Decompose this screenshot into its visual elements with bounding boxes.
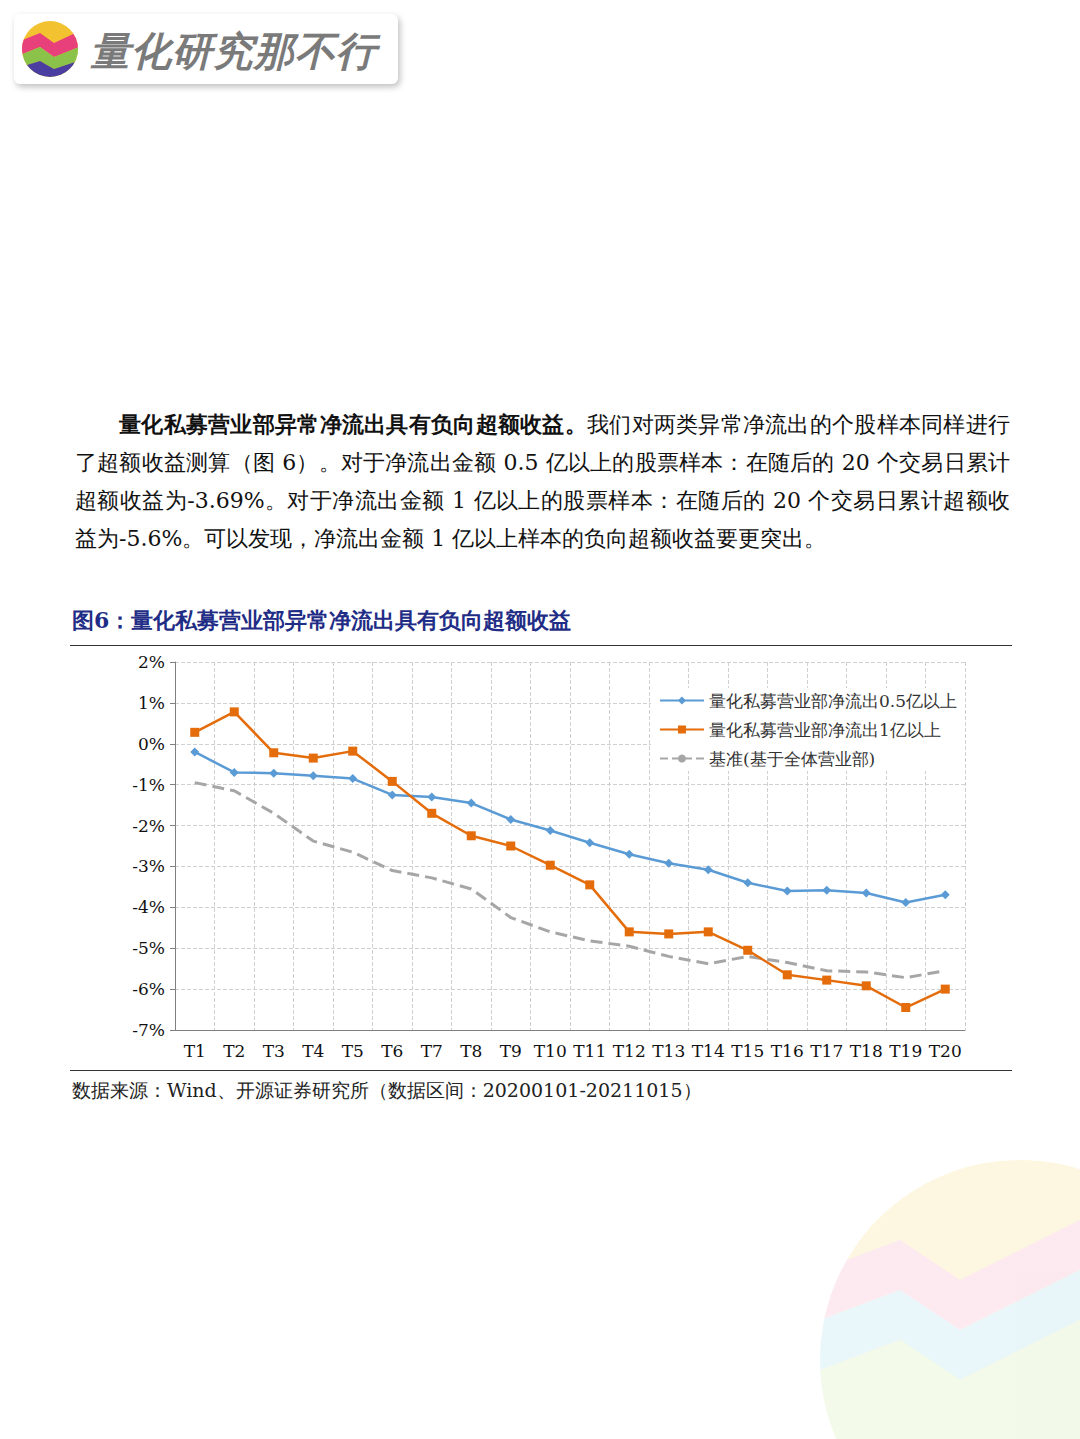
html-text:图6：量化私募营业部异常净流出具有负向超额收益: 图6：量化私募营业部异常净流出具有负向超额收益: [72, 607, 572, 633]
svg-text:T17: T17: [810, 1041, 843, 1061]
svg-text:T14: T14: [692, 1041, 725, 1061]
svg-text:T18: T18: [850, 1041, 883, 1061]
svg-text:T9: T9: [500, 1041, 522, 1061]
svg-text:2%: 2%: [138, 652, 165, 672]
svg-text:量化私募营业部净流出1亿以上: 量化私募营业部净流出1亿以上: [709, 720, 941, 740]
svg-text:T2: T2: [223, 1041, 245, 1061]
svg-text:T1: T1: [184, 1041, 206, 1061]
svg-text:-4%: -4%: [132, 897, 165, 917]
svg-text:T19: T19: [889, 1041, 922, 1061]
svg-text:T6: T6: [381, 1041, 403, 1061]
svg-text:1%: 1%: [138, 693, 165, 713]
svg-text:T7: T7: [421, 1041, 443, 1061]
svg-text:T15: T15: [731, 1041, 764, 1061]
svg-text:T10: T10: [534, 1041, 567, 1061]
svg-text:T3: T3: [263, 1041, 285, 1061]
svg-text:-3%: -3%: [132, 856, 165, 876]
html-text:数据来源：Wind、开源证券研究所（数据区间：2020010: 数据来源：Wind、开源证券研究所（数据区间：20200101-20211015…: [72, 1079, 702, 1101]
svg-text:T16: T16: [771, 1041, 804, 1061]
svg-text:T5: T5: [342, 1041, 364, 1061]
svg-text:T11: T11: [573, 1041, 606, 1061]
svg-text:0%: 0%: [138, 734, 165, 754]
svg-text:T12: T12: [613, 1041, 646, 1061]
svg-text:T20: T20: [929, 1041, 962, 1061]
svg-text:-1%: -1%: [132, 775, 165, 795]
svg-text:-5%: -5%: [132, 938, 165, 958]
svg-text:-7%: -7%: [132, 1020, 165, 1040]
svg-text:T4: T4: [302, 1041, 324, 1061]
svg-text:T13: T13: [652, 1041, 685, 1061]
svg-text:-2%: -2%: [132, 816, 165, 836]
html-text:量化私募营业部异常净流出具有负向超额收益。我们对两类异常净流: 量化私募营业部异常净流出具有负向超额收益。我们对两类异常净流出的个股样本同样进行…: [75, 411, 1010, 551]
svg-text:基准(基于全体营业部): 基准(基于全体营业部): [709, 749, 875, 769]
svg-text:量化私募营业部净流出0.5亿以上: 量化私募营业部净流出0.5亿以上: [709, 691, 957, 711]
svg-text:T8: T8: [460, 1041, 482, 1061]
html-text:量化研究那不行: 量化研究那不行: [90, 28, 377, 74]
svg-text:-6%: -6%: [132, 979, 165, 999]
